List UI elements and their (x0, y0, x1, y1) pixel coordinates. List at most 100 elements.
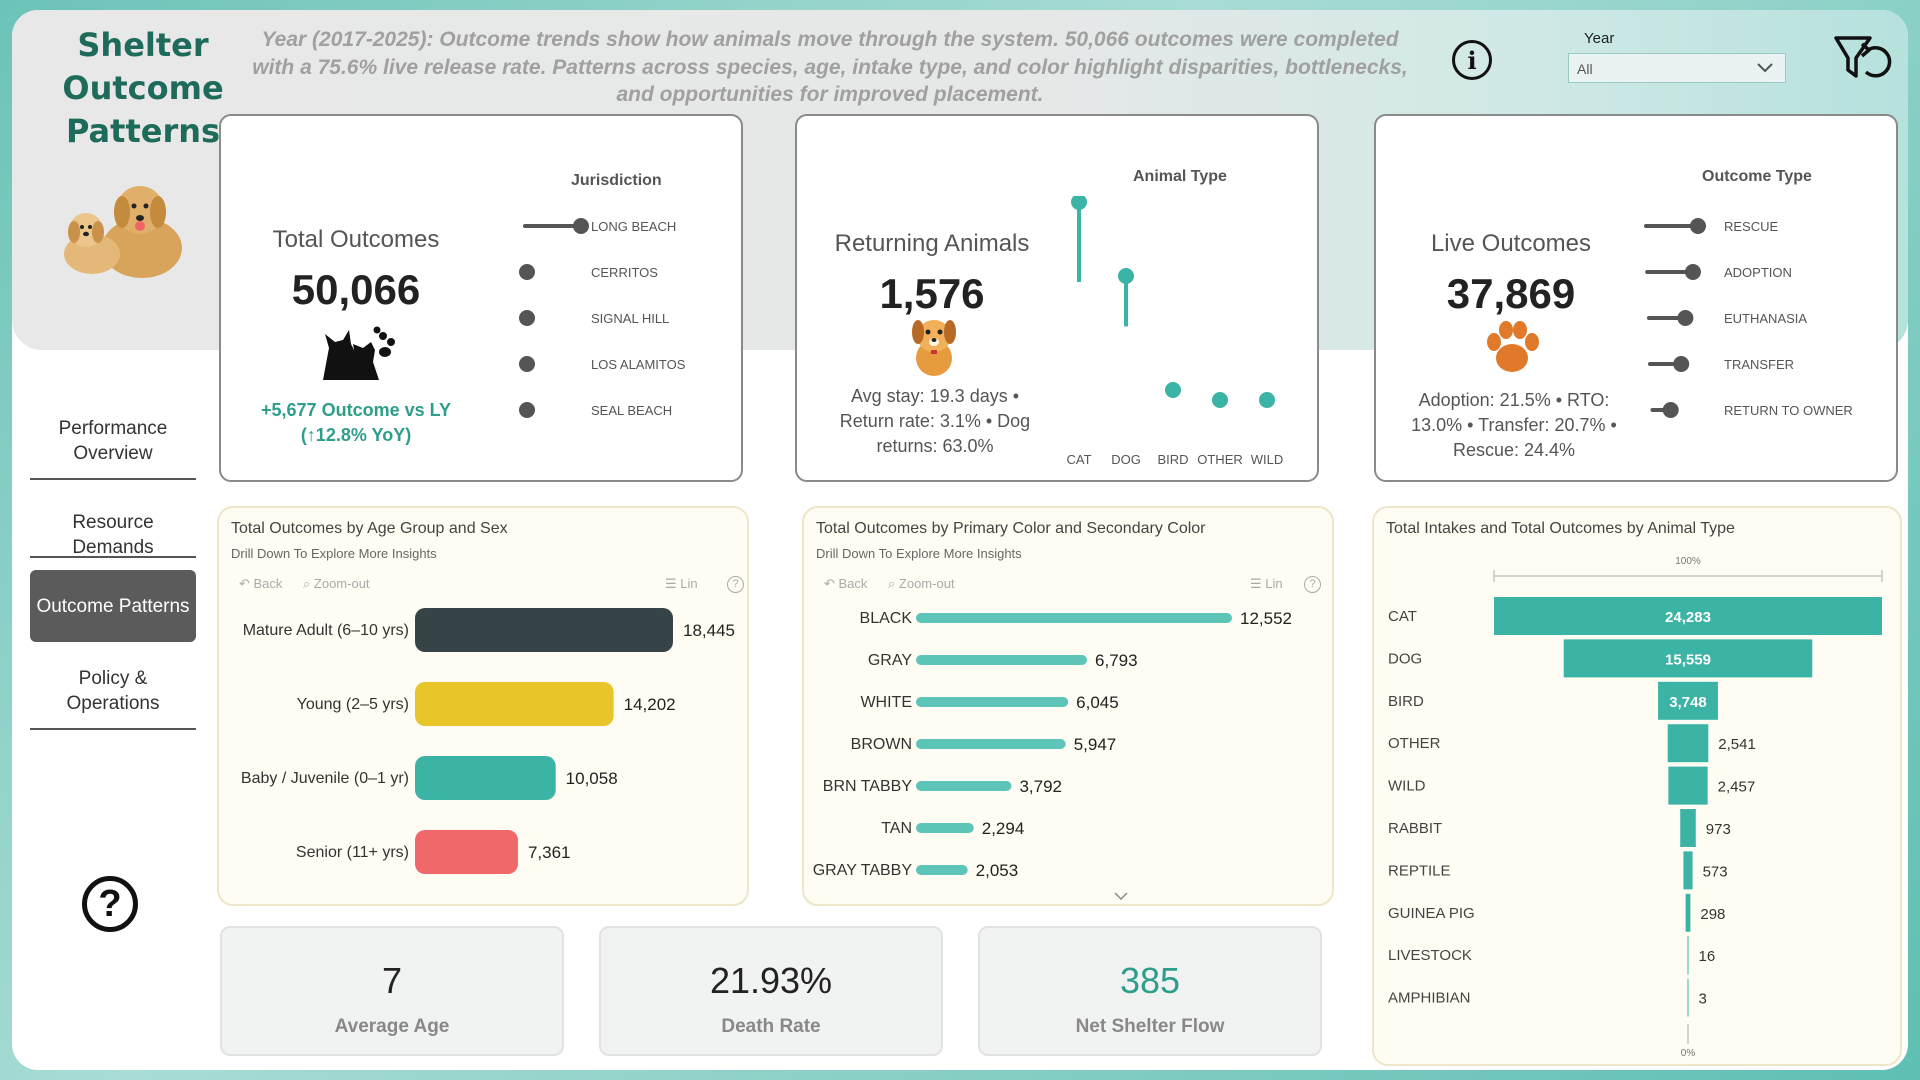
zoom-out-button[interactable]: ⌕ Zoom-out (888, 576, 955, 591)
slicer-label: RESCUE (1724, 219, 1779, 234)
scroll-down-icon[interactable] (1114, 892, 1128, 900)
slicer-label: SIGNAL HILL (591, 311, 669, 326)
bar (415, 608, 673, 652)
lin-toggle[interactable]: ☰ Lin (1250, 576, 1283, 591)
funnel-value-label: 3,748 (1669, 694, 1707, 711)
bar-category-label: BRN TABBY (823, 778, 913, 795)
slicer-label: LONG BEACH (591, 219, 676, 234)
age-group-chart-card: Total Outcomes by Age Group and Sex Dril… (217, 506, 749, 906)
slicer-dot (519, 356, 535, 372)
bar-category-label: TAN (881, 820, 912, 837)
funnel-top-label: 100% (1675, 556, 1701, 567)
kpi-value: 1,576 (879, 270, 985, 317)
bar (916, 781, 1012, 791)
lollipop-dot (1118, 268, 1134, 284)
app-title: Shelter Outcome Patterns (48, 24, 238, 153)
info-icon[interactable]: i (1452, 40, 1492, 80)
nav-label: Operations (66, 693, 160, 714)
lin-label: Lin (680, 576, 698, 591)
nav-label: Overview (73, 443, 153, 464)
back-button[interactable]: ↶ Back (239, 576, 283, 591)
funnel-category-label: AMPHIBIAN (1388, 990, 1471, 1007)
kpi-title: Total Outcomes (272, 226, 440, 253)
funnel-category-label: DOG (1388, 650, 1422, 667)
chart-title: Total Intakes and Total Outcomes by Anim… (1386, 520, 1735, 537)
slicer-dot (573, 218, 589, 234)
nav-policy-operations[interactable]: Policy & Operations (30, 666, 196, 730)
slicer-dot (1690, 218, 1706, 234)
stat-label: Average Age (334, 1016, 450, 1037)
color-chart-card: Total Outcomes by Primary Color and Seco… (802, 506, 1334, 906)
kpi-delta-pct: (↑12.8% YoY) (300, 425, 412, 445)
year-filter: Year All (1568, 30, 1798, 83)
bar-category-label: WHITE (860, 694, 912, 711)
funnel-value-label: 3 (1699, 991, 1707, 1008)
bar-category-label: Young (2–5 yrs) (297, 696, 409, 713)
chart-title: Total Outcomes by Age Group and Sex (231, 520, 508, 537)
total-outcomes-card: Total Outcomes 50,066 +5,677 Outcome vs … (219, 114, 743, 482)
lollipop-dot (1165, 382, 1181, 398)
slicer-dot (1662, 402, 1679, 418)
nav-outcome-patterns[interactable]: Outcome Patterns (30, 570, 196, 642)
dogs-illustration (64, 186, 182, 278)
funnel-value-label: 15,559 (1665, 651, 1711, 668)
bar-category-label: Baby / Juvenile (0–1 yr) (241, 770, 409, 787)
stat-label: Death Rate (721, 1016, 821, 1037)
bar-value-label: 5,947 (1074, 735, 1117, 754)
summary-banner: Year (2017-2025): Outcome trends show ho… (252, 28, 1408, 106)
app-title-line: Outcome (62, 69, 224, 107)
back-label: Back (253, 576, 283, 591)
funnel-bar (1563, 639, 1813, 678)
slicer-dot (1677, 310, 1694, 326)
kpi-subtext-line: returns: 63.0% (876, 436, 994, 456)
lollipop-label: CAT (1066, 452, 1091, 467)
funnel-category-label: RABBIT (1388, 820, 1442, 837)
cat-dog-icon (323, 326, 395, 380)
bar-value-label: 7,361 (528, 843, 571, 862)
slicer-label: SEAL BEACH (591, 403, 672, 418)
bar-value-label: 12,552 (1240, 609, 1292, 628)
funnel-bar (1687, 936, 1689, 975)
bar-value-label: 10,058 (566, 769, 618, 788)
bar-value-label: 2,053 (976, 861, 1019, 880)
kpi-subtext: Adoption: 21.5% • RTO: 13.0% • Transfer:… (1376, 388, 1652, 463)
nav-performance-overview[interactable]: Performance Overview (30, 416, 196, 480)
help-small-icon[interactable]: ? (727, 576, 744, 593)
lollipop-label: DOG (1111, 452, 1141, 467)
jurisdiction-slicer[interactable]: LONG BEACH CERRITOS SIGNAL HILL LOS ALAMITO… (481, 216, 741, 456)
kpi-subtext-line: Return rate: 3.1% • Dog (839, 411, 1031, 431)
funnel-bar (1668, 766, 1708, 805)
help-icon[interactable]: ? (82, 876, 138, 932)
chevron-down-icon (1757, 63, 1773, 73)
slicer-label: CERRITOS (591, 265, 658, 280)
bar (415, 756, 556, 800)
outcome-type-slicer[interactable]: RESCUE ADOPTION EUTHANASIA TRANSFER RETURN T… (1636, 216, 1898, 456)
kpi-subtext-line: 13.0% • Transfer: 20.7% • (1411, 415, 1617, 435)
funnel-value-label: 24,283 (1665, 609, 1711, 626)
zoom-out-button[interactable]: ⌕ Zoom-out (303, 576, 370, 591)
animal-type-slicer-title: Animal Type (1133, 168, 1227, 185)
lin-toggle[interactable]: ☰ Lin (665, 576, 698, 591)
funnel-value-label: 573 (1703, 863, 1728, 880)
back-label: Back (838, 576, 868, 591)
bar-category-label: BLACK (860, 610, 913, 627)
nav-resource-demands[interactable]: Resource Demands (30, 510, 196, 558)
slicer-label: ADOPTION (1724, 265, 1792, 280)
year-dropdown[interactable]: All (1568, 53, 1786, 83)
kpi-subtext-line: Adoption: 21.5% • RTO: (1418, 390, 1610, 410)
kpi-delta: +5,677 Outcome vs LY (↑12.8% YoY) (221, 398, 491, 448)
bar (916, 865, 968, 875)
funnel-bar (1683, 851, 1693, 890)
chart-subtitle: Drill Down To Explore More Insights (816, 546, 1022, 561)
bar-category-label: GRAY (868, 652, 912, 669)
slicer-label: RETURN TO OWNER (1724, 403, 1853, 418)
funnel-bottom-label: 0% (1681, 1048, 1696, 1059)
animal-type-lollipop[interactable]: CAT DOG BIRD OTHER WILD (1057, 196, 1317, 476)
slicer-dot (519, 264, 535, 280)
clear-filters-icon[interactable] (1832, 32, 1898, 90)
back-button[interactable]: ↶ Back (824, 576, 868, 591)
nav-label: Performance (58, 418, 168, 439)
slicer-dot (519, 402, 535, 418)
help-small-icon[interactable]: ? (1304, 576, 1321, 593)
funnel-category-label: REPTILE (1388, 862, 1451, 879)
